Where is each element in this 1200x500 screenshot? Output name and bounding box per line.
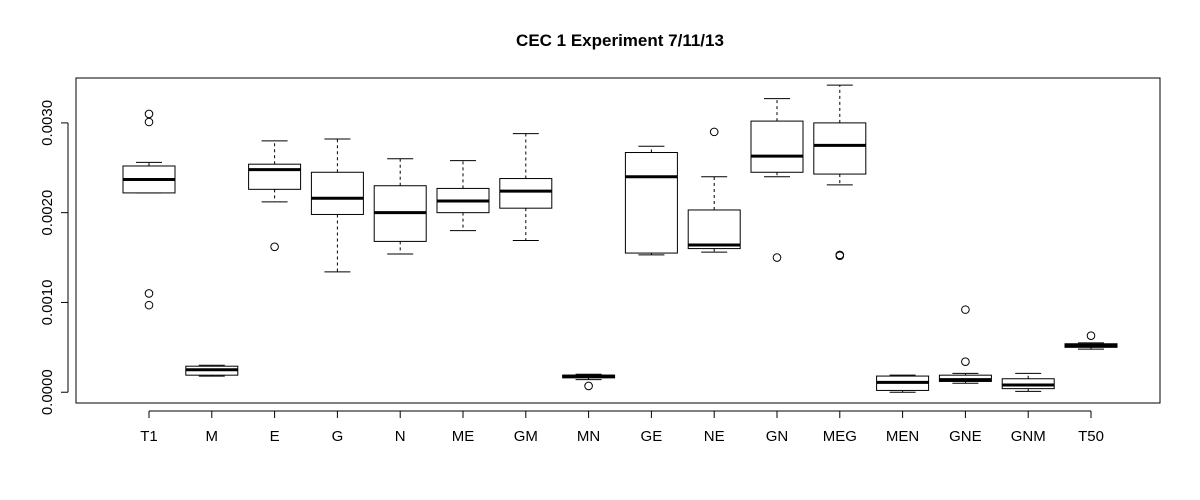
x-tick-label: MN [577, 428, 600, 445]
outlier-point [835, 251, 845, 261]
y-axis: 0.0000 0.0010 0.0020 0.0030 [39, 100, 69, 415]
x-tick-label: GNM [1011, 428, 1046, 445]
outlier-point [961, 305, 970, 314]
outlier-point [1086, 331, 1096, 340]
box-rect [750, 120, 804, 173]
outlier-point [144, 109, 154, 119]
x-tick-label: T50 [1078, 428, 1104, 445]
box-rect [499, 178, 553, 209]
box-g [310, 138, 364, 273]
outlier-point [270, 242, 279, 252]
box-rect [813, 122, 867, 175]
outlier-point [772, 253, 782, 262]
outlier-point [584, 381, 593, 391]
box-t50 [1064, 331, 1118, 350]
outlier-point [144, 289, 154, 298]
box-gn [750, 98, 804, 262]
box-t1 [122, 109, 176, 310]
plot-frame [75, 77, 1161, 404]
outlier-point [961, 357, 970, 367]
box-me [436, 160, 490, 232]
box-m [185, 364, 239, 377]
x-tick-label: E [270, 428, 280, 445]
box-gnm [1001, 372, 1055, 392]
box-rect [248, 163, 302, 190]
x-tick-label: MEN [886, 428, 919, 445]
box-rect [624, 152, 678, 254]
x-tick-label: N [395, 428, 406, 445]
x-tick-label: ME [452, 428, 475, 445]
y-tick-label: 0.0020 [39, 190, 56, 236]
outlier-point [144, 300, 154, 310]
x-tick-label: G [332, 428, 344, 445]
box-rect [687, 209, 741, 250]
outlier-point [709, 127, 719, 137]
box-gm [499, 133, 553, 241]
box-ne [687, 127, 741, 253]
x-tick-label: GN [766, 428, 789, 445]
box-mn [562, 373, 616, 391]
box-meg [813, 84, 867, 261]
box-ge [624, 145, 678, 256]
box-men [876, 374, 930, 393]
x-tick-label: GM [514, 428, 538, 445]
x-tick-label: T1 [140, 428, 158, 445]
y-tick-label: 0.0000 [39, 369, 56, 415]
x-tick-label: NE [704, 428, 725, 445]
x-tick-label: M [206, 428, 219, 445]
box-gne [938, 305, 992, 384]
box-n [373, 158, 427, 255]
x-axis: T1 M E G N ME GM MN GE NE GN MEG MEN GNE GNM T50 [140, 410, 1104, 445]
x-tick-label: MEG [823, 428, 857, 445]
y-tick-label: 0.0030 [39, 100, 56, 146]
outlier-point [144, 117, 154, 127]
box-rect [310, 171, 364, 215]
x-tick-label: GNE [949, 428, 982, 445]
y-tick-label: 0.0010 [39, 280, 56, 326]
chart-title: CEC 1 Experiment 7/11/13 [516, 31, 724, 50]
x-tick-label: GE [641, 428, 663, 445]
boxes-group [122, 84, 1118, 393]
box-e [248, 140, 302, 252]
